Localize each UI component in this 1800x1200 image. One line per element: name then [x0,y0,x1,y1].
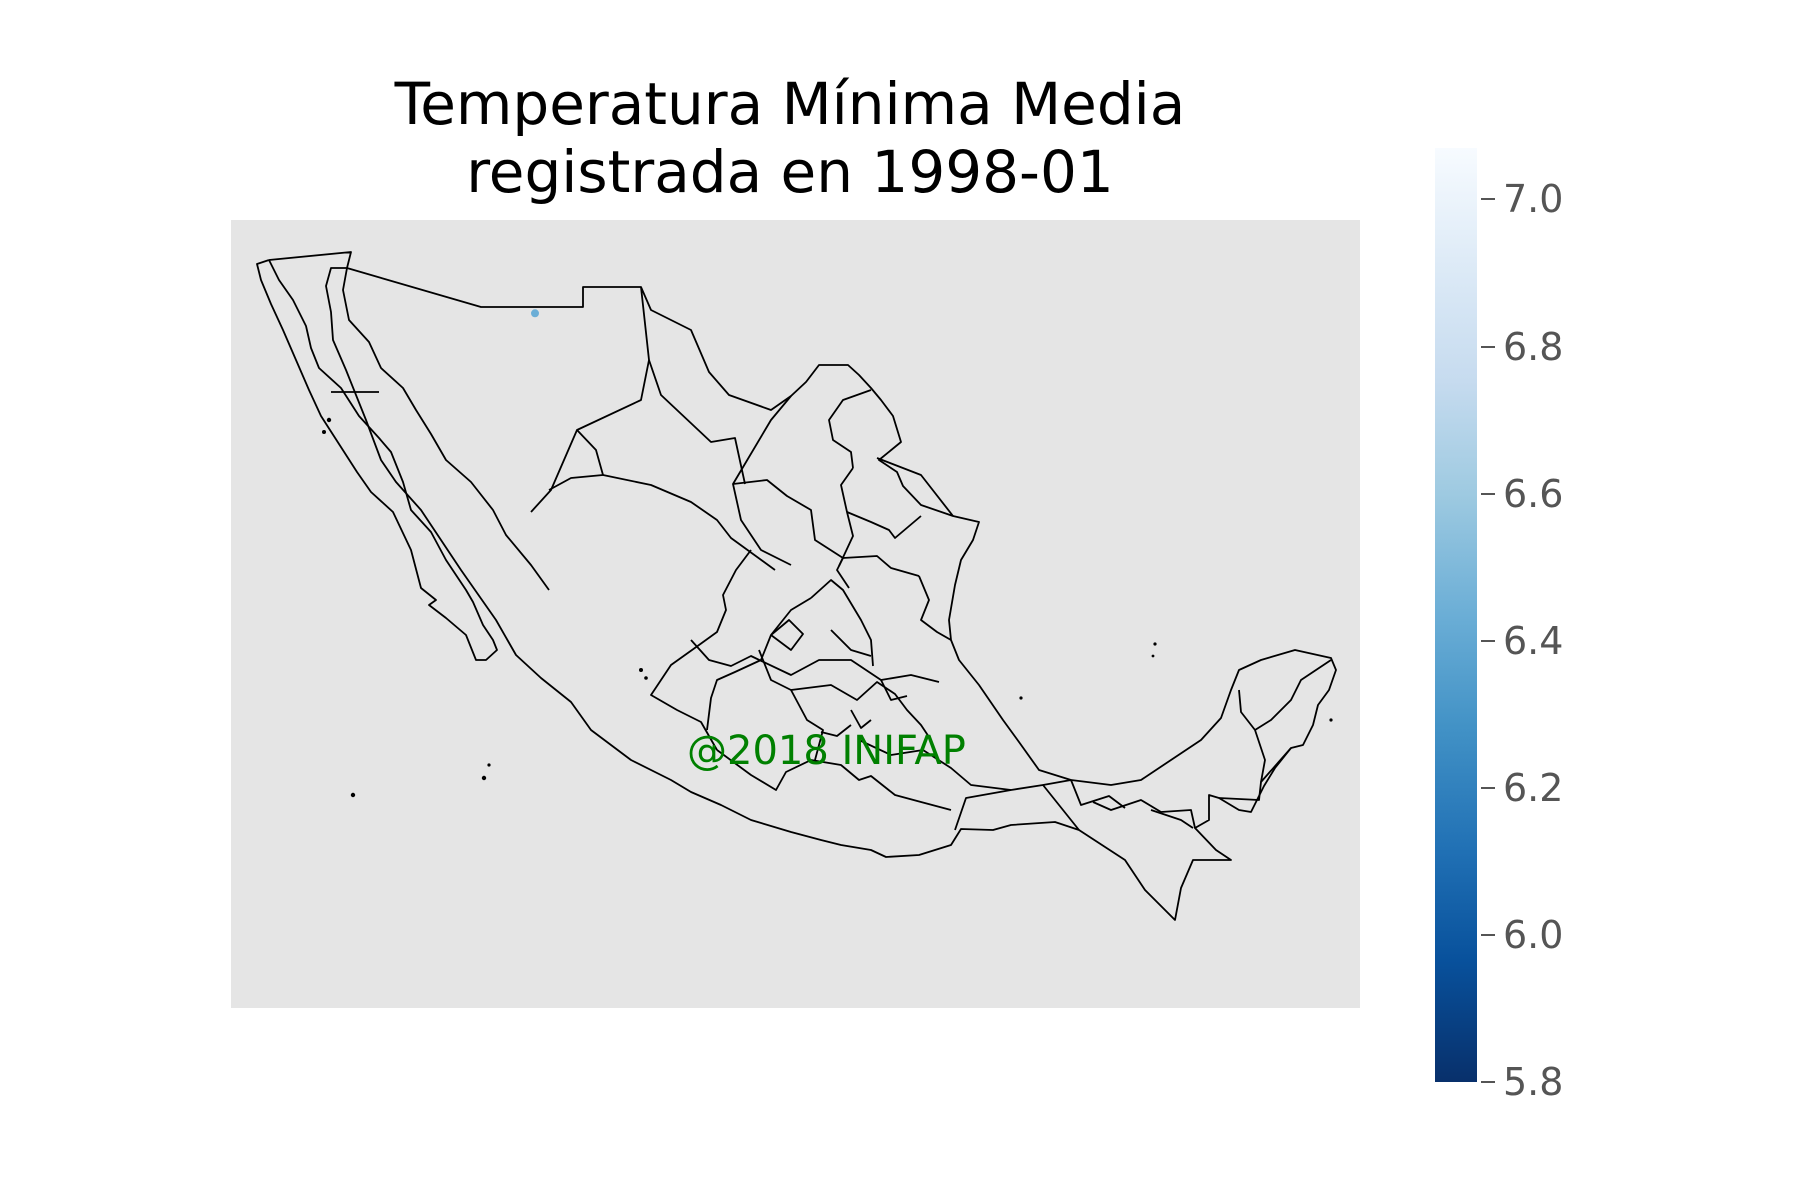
colorbar-tick-mark [1481,639,1495,642]
colorbar-tick-label: 7.0 [1503,177,1564,222]
state-border [650,549,752,751]
state-border [820,724,852,737]
state-border [648,359,746,485]
state-border [770,619,804,651]
state-border [830,629,872,657]
colorbar-tick-mark [1481,933,1495,936]
colorbar [1435,148,1477,1082]
state-border [838,467,854,567]
map-title-line-2: registrada en 1998-01 [466,138,1114,206]
state-border [548,429,604,491]
colorbar-tick-label: 6.4 [1503,618,1564,663]
baja-california [256,259,498,661]
colorbar-tick-label: 6.2 [1503,765,1564,810]
colorbar-tick-mark [1481,786,1495,789]
mexico-map [256,251,1337,921]
state-border [828,389,872,469]
state-border [602,474,776,571]
station-point [531,309,539,318]
colorbar-tick-mark [1481,1081,1495,1083]
colorbar-tick-label: 6.8 [1503,324,1564,369]
state-border [850,709,872,729]
state-border [954,784,1080,831]
colorbar-tick-mark [1481,345,1495,348]
islands [322,417,1333,798]
state-border [1218,747,1292,801]
state-border [1092,799,1196,829]
state-border [1150,809,1194,829]
colorbar-tick-mark [1481,492,1495,495]
stations-layer [531,309,539,318]
colorbar-tick-label: 5.8 [1503,1060,1564,1104]
state-border [1254,659,1332,731]
state-border [880,679,908,701]
state-border [1238,689,1266,783]
state-border [530,286,650,513]
state-border [758,649,824,761]
state-border [732,395,792,566]
map-plot-area: @2018 INIFAP [231,220,1360,1008]
watermark-text: @2018 INIFAP [687,728,966,774]
colorbar-tick-mark [1481,198,1495,201]
sonora-coast [342,267,550,591]
country-outline [268,251,1337,921]
state-border [690,639,940,683]
state-border [716,749,952,811]
state-border [706,597,812,731]
state-border [876,457,954,517]
state-border [846,511,922,539]
state-border [1042,779,1126,809]
state-border [810,579,874,667]
colorbar-tick-label: 6.6 [1503,471,1564,516]
state-border [858,739,1012,791]
state-border [918,575,952,641]
state-border [732,479,920,577]
colorbar-tick-label: 6.0 [1503,912,1564,957]
state-border [836,557,850,589]
map-title-line-1: Temperatura Mínima Media [394,70,1186,138]
